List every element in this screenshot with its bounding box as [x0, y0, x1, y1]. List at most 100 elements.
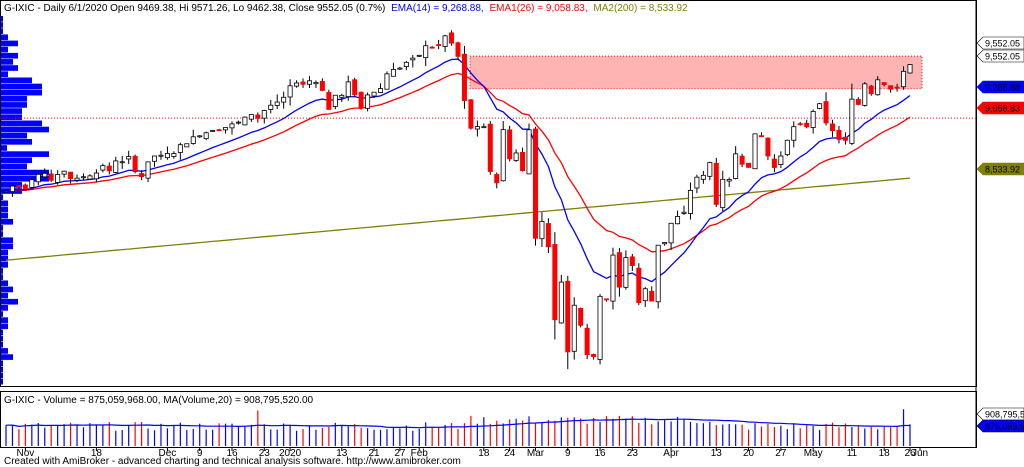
profile-bar [1, 40, 18, 47]
x-tick-label: 16 [594, 448, 606, 459]
candle-body [842, 136, 848, 141]
candle-body [539, 220, 545, 240]
candle-body [132, 155, 138, 173]
header-ema14: EMA(14) = 9,268.88, [391, 3, 484, 14]
candle-body [765, 137, 771, 157]
candle-body [74, 177, 80, 181]
price-tag-box [976, 49, 1024, 63]
footer-credit: Created with AmiBroker - advanced charti… [4, 456, 461, 467]
candle-body [93, 172, 99, 180]
candle-body [771, 158, 777, 168]
x-tick-label: 23 [259, 448, 271, 459]
candle-body [248, 114, 254, 120]
profile-bar [1, 157, 32, 164]
candle-body [687, 190, 693, 214]
candle-body [565, 280, 571, 353]
profile-bar [1, 206, 8, 213]
candle-body [184, 143, 190, 148]
profile-bar [1, 175, 49, 182]
resistance-zone-box [469, 55, 923, 90]
candle-body [164, 152, 170, 159]
candle-body [139, 173, 145, 178]
price-tag-label: 9,552.05 [985, 39, 1020, 49]
volume-profile [1, 16, 49, 385]
profile-bar [1, 89, 42, 96]
ma200-line [5, 177, 911, 261]
candle-body [752, 133, 758, 170]
candle-body [694, 176, 700, 189]
candle-body [229, 123, 235, 129]
candle-body [507, 129, 513, 160]
profile-bar [1, 28, 3, 34]
profile-bar [1, 46, 8, 53]
candle-body [287, 85, 293, 98]
volume-pane[interactable] [0, 391, 977, 448]
volume-tag-label: 908,795,5 [985, 410, 1024, 420]
candle-body [791, 126, 797, 141]
profile-bar [1, 120, 42, 127]
candle-body [823, 101, 829, 124]
candle-body [152, 155, 158, 162]
price-tag-label: 9,058.83 [985, 104, 1020, 114]
candle-body [888, 85, 894, 90]
header-ema26: EMA1(26) = 9,058.83, [489, 3, 587, 14]
candle-body [274, 101, 280, 106]
candle-body [629, 256, 635, 267]
profile-bar [1, 366, 3, 373]
candle-body [261, 110, 267, 119]
candle-body [268, 104, 274, 110]
candle-body [300, 81, 306, 85]
candle-body [449, 32, 455, 44]
profile-bar [1, 34, 8, 41]
candle-body [294, 82, 300, 87]
x-tick-label: 11 [847, 448, 858, 459]
volume-ma-line [5, 418, 910, 429]
profile-bar [1, 286, 13, 293]
x-tick-label: Feb [411, 448, 429, 459]
profile-bar [1, 114, 22, 121]
profile-bar [1, 360, 3, 367]
candle-body [881, 82, 887, 85]
candle-body [604, 298, 610, 301]
profile-bar [1, 341, 3, 348]
candle-body [410, 57, 416, 61]
x-tick-label: 27 [775, 448, 787, 459]
candle-body [468, 99, 474, 129]
ema26-line [5, 72, 911, 253]
candle-body [35, 173, 41, 183]
profile-bar [1, 22, 3, 28]
profile-bar [1, 132, 27, 139]
x-tick-label: Apr [663, 448, 679, 459]
candle-body [855, 98, 861, 105]
profile-bar [1, 16, 3, 22]
profile-bar [1, 280, 8, 287]
profile-bar [1, 262, 8, 268]
candle-body [739, 155, 745, 165]
candle-body [746, 162, 752, 168]
candle-body [442, 35, 448, 47]
candle-body [862, 83, 868, 106]
price-tag-label: 8,533.92 [985, 165, 1020, 175]
candle-body [500, 129, 506, 182]
profile-bar [1, 182, 22, 188]
candle-body [733, 153, 739, 179]
profile-bar [1, 243, 13, 250]
profile-bar [1, 126, 49, 133]
candle-body [830, 123, 836, 132]
candle-body [875, 79, 881, 96]
x-tick-label: 24 [504, 448, 516, 459]
price-tag-label: 9,552.05 [985, 52, 1020, 62]
candle-body [804, 122, 810, 128]
candle-body [616, 252, 622, 288]
candle-body [210, 130, 216, 132]
candle-body [3, 190, 9, 193]
candle-body [720, 178, 726, 209]
volume-tag-label: 875,059,9 [985, 422, 1024, 432]
candle-body [713, 162, 719, 205]
profile-bar [1, 77, 32, 84]
candle-body [319, 80, 325, 91]
candle-body [223, 127, 229, 131]
candle-body [190, 136, 196, 144]
x-tick-label: 21 [368, 448, 380, 459]
